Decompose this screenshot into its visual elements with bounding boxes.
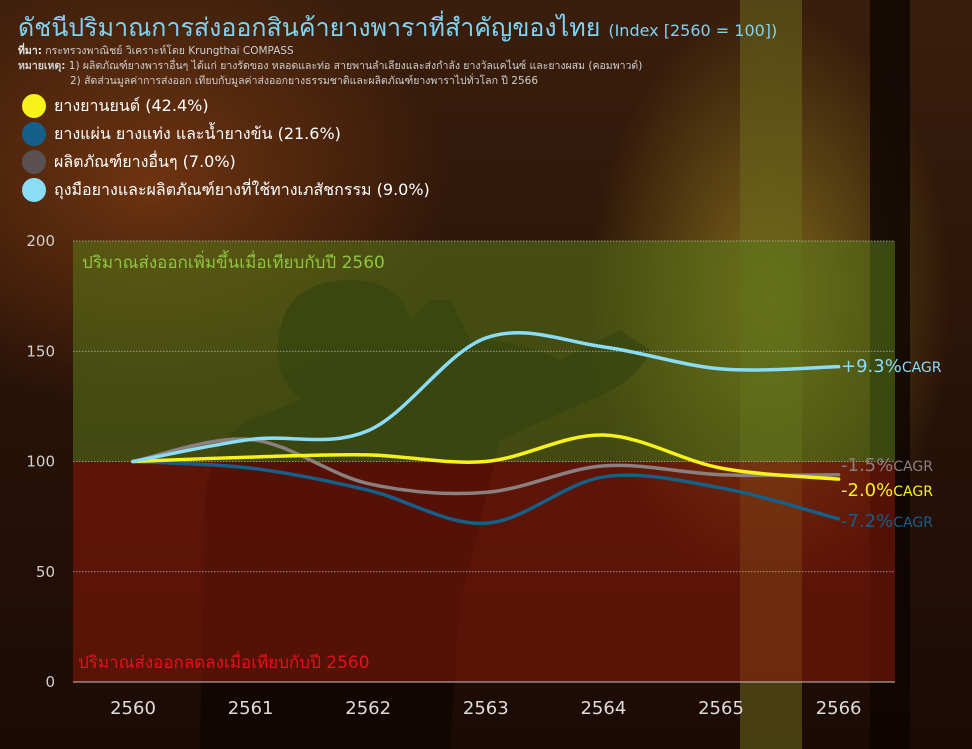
- x-tick-label: 2562: [345, 698, 391, 719]
- legend-label: ผลิตภัณฑ์ยางอื่นๆ (7.0%): [54, 151, 236, 171]
- x-tick-label: 2566: [816, 698, 862, 719]
- legend-item-sheet-block-latex: ยางแผ่น ยางแท่ง และน้ำยางข้น (21.6%): [22, 120, 430, 148]
- cagr-value: +9.3%: [841, 356, 902, 377]
- cagr-value: -1.5%: [841, 455, 893, 476]
- zone-label-decrease: ปริมาณส่งออกลดลงเมื่อเทียบกับปี 2560: [78, 650, 370, 673]
- cagr-value: -7.2%: [841, 511, 893, 532]
- y-tick-label: 200: [26, 232, 55, 250]
- cagr-suffix: CAGR: [902, 360, 942, 376]
- x-tick-label: 2564: [580, 698, 626, 719]
- chart-title: ดัชนีปริมาณการส่งออกสินค้ายางพาราที่สำคั…: [18, 13, 778, 42]
- cagr-label-gloves-medical: +9.3%CAGR: [841, 356, 942, 377]
- legend-swatch: [22, 94, 46, 118]
- legend-swatch: [22, 178, 46, 202]
- legend-item-gloves-medical: ถุงมือยางและผลิตภัณฑ์ยางที่ใช้ทางเภสัชกร…: [22, 176, 430, 204]
- cagr-label-tyres: -2.0%CAGR: [841, 480, 933, 501]
- legend-label: ยางยานยนต์ (42.4%): [54, 95, 209, 115]
- x-tick-label: 2563: [463, 698, 509, 719]
- y-tick-label: 100: [26, 453, 55, 471]
- cagr-label-sheet-block-latex: -7.2%CAGR: [841, 511, 933, 532]
- chart-subtitle: (Index [2560 = 100]): [608, 21, 778, 40]
- note-line-2: 2) สัดส่วนมูลค่าการส่งออก เทียบกับมูลค่า…: [70, 75, 539, 87]
- legend-swatch: [22, 150, 46, 174]
- legend-swatch: [22, 122, 46, 146]
- cagr-suffix: CAGR: [893, 459, 933, 475]
- note-line-1: หมายเหตุ: 1) ผลิตภัณฑ์ยางพาราอื่นๆ ได้แก…: [18, 60, 643, 72]
- y-tick-label: 150: [26, 342, 55, 360]
- cagr-suffix: CAGR: [893, 515, 933, 531]
- cagr-value: -2.0%: [841, 480, 893, 501]
- legend-item-tyres: ยางยานยนต์ (42.4%): [22, 92, 430, 120]
- series-line-tyres: [131, 433, 841, 481]
- legend-item-other-products: ผลิตภัณฑ์ยางอื่นๆ (7.0%): [22, 148, 430, 176]
- cagr-suffix: CAGR: [893, 484, 933, 500]
- legend: ยางยานยนต์ (42.4%) ยางแผ่น ยางแท่ง และน้…: [22, 92, 430, 204]
- x-tick-label: 2560: [110, 698, 156, 719]
- source-line: ที่มา: กระทรวงพาณิชย์ วิเคราะห์โดย Krung…: [18, 45, 294, 57]
- legend-label: ยางแผ่น ยางแท่ง และน้ำยางข้น (21.6%): [54, 123, 341, 143]
- y-tick-label: 50: [36, 563, 55, 581]
- cagr-label-other-products: -1.5%CAGR: [841, 455, 933, 476]
- zone-label-increase: ปริมาณส่งออกเพิ่มขึ้นเมื่อเทียบกับปี 256…: [82, 250, 385, 273]
- x-tick-label: 2561: [228, 698, 274, 719]
- y-tick-label: 0: [45, 673, 55, 691]
- series-line-gloves-medical: [131, 331, 841, 464]
- legend-label: ถุงมือยางและผลิตภัณฑ์ยางที่ใช้ทางเภสัชกร…: [54, 179, 430, 199]
- x-tick-label: 2565: [698, 698, 744, 719]
- series-line-sheet-block-latex: [131, 459, 841, 525]
